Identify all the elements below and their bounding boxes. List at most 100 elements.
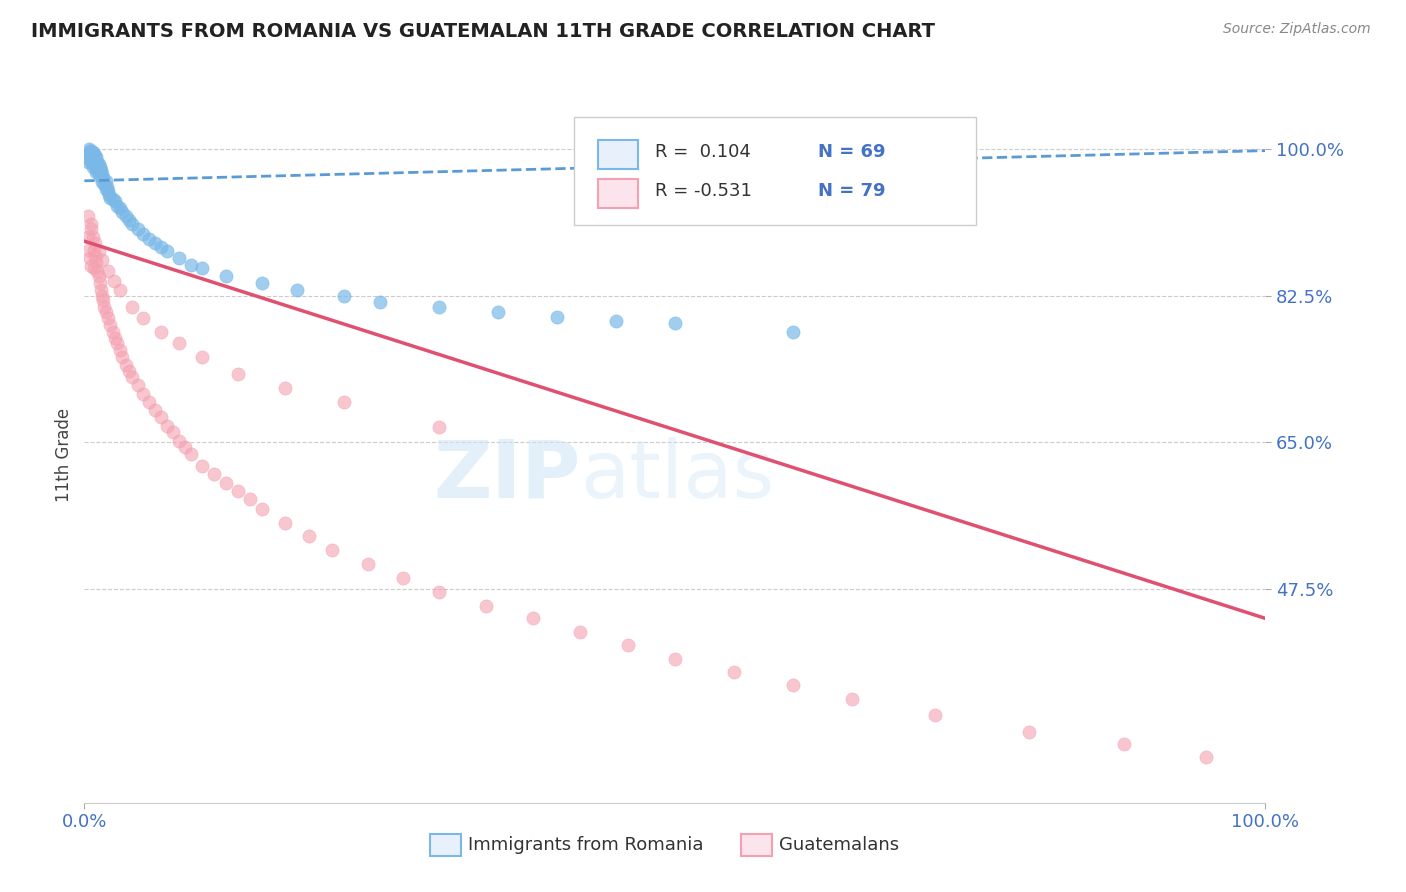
Text: ZIP: ZIP: [433, 437, 581, 515]
Point: [239, 492, 262, 507]
Point: [77, 243, 100, 257]
Point: [202, 467, 225, 482]
Point: [150, 325, 173, 339]
Point: [91, 293, 114, 307]
Point: [87, 244, 110, 259]
Point: [82, 230, 104, 244]
Point: [103, 274, 125, 288]
Point: [121, 300, 143, 314]
Point: [924, 707, 946, 722]
Text: N = 69: N = 69: [818, 144, 886, 161]
Point: [98, 190, 121, 204]
FancyBboxPatch shape: [741, 834, 772, 856]
Text: Source: ZipAtlas.com: Source: ZipAtlas.com: [1223, 22, 1371, 37]
Point: [664, 651, 686, 665]
Point: [167, 336, 190, 351]
Point: [392, 571, 415, 585]
Point: [138, 232, 160, 246]
Point: [132, 227, 155, 242]
Point: [83, 157, 105, 171]
Point: [486, 304, 509, 318]
Point: [138, 395, 160, 409]
Point: [93, 300, 115, 314]
Point: [90, 162, 112, 177]
Point: [82, 161, 104, 175]
Point: [82, 150, 104, 164]
Point: [77, 146, 100, 161]
Point: [87, 165, 110, 179]
Point: [167, 251, 190, 265]
Point: [94, 174, 117, 188]
Point: [84, 150, 107, 164]
Point: [86, 154, 108, 169]
Point: [77, 230, 100, 244]
Point: [121, 370, 143, 384]
Point: [82, 145, 104, 160]
Point: [91, 288, 114, 302]
Point: [162, 425, 184, 440]
Point: [101, 192, 124, 206]
Point: [191, 260, 214, 275]
Point: [156, 244, 179, 259]
Point: [83, 152, 105, 166]
Point: [93, 177, 115, 191]
Text: Guatemalans: Guatemalans: [779, 836, 898, 854]
Point: [96, 179, 118, 194]
Point: [107, 336, 129, 351]
Point: [357, 557, 380, 571]
Point: [91, 176, 114, 190]
Text: N = 79: N = 79: [818, 182, 886, 200]
Point: [143, 403, 166, 417]
Point: [104, 330, 127, 344]
Point: [84, 159, 107, 173]
Point: [173, 441, 195, 455]
Point: [127, 221, 149, 235]
Text: R = -0.531: R = -0.531: [655, 182, 752, 200]
Point: [475, 599, 498, 613]
Point: [80, 145, 103, 159]
Point: [1018, 724, 1040, 739]
Point: [94, 305, 117, 319]
Point: [84, 153, 107, 168]
Point: [80, 218, 103, 232]
Point: [98, 318, 121, 332]
Point: [86, 263, 108, 277]
Point: [121, 218, 143, 232]
Point: [82, 154, 104, 169]
Point: [226, 367, 249, 381]
Point: [108, 201, 131, 215]
Point: [616, 638, 638, 652]
Point: [89, 161, 111, 175]
Point: [150, 410, 173, 425]
Point: [76, 150, 98, 164]
Point: [84, 235, 107, 250]
Point: [79, 251, 101, 265]
Point: [84, 249, 107, 263]
Point: [368, 294, 391, 309]
Point: [118, 213, 141, 227]
Point: [333, 288, 356, 302]
Point: [118, 364, 141, 378]
Point: [104, 194, 127, 208]
Point: [191, 458, 214, 473]
Point: [77, 154, 100, 169]
Y-axis label: 11th Grade: 11th Grade: [55, 408, 73, 502]
Text: R =  0.104: R = 0.104: [655, 144, 751, 161]
Point: [84, 255, 107, 269]
Point: [522, 611, 544, 625]
Point: [215, 269, 238, 284]
FancyBboxPatch shape: [430, 834, 461, 856]
Point: [89, 169, 111, 183]
Point: [114, 358, 136, 372]
Point: [723, 665, 745, 679]
Point: [108, 283, 131, 297]
Point: [94, 182, 117, 196]
Point: [84, 165, 107, 179]
Point: [83, 260, 105, 275]
Point: [1112, 737, 1135, 751]
Point: [664, 316, 686, 330]
Point: [180, 447, 202, 461]
Text: atlas: atlas: [581, 437, 775, 515]
Point: [107, 199, 129, 213]
Point: [127, 378, 149, 392]
